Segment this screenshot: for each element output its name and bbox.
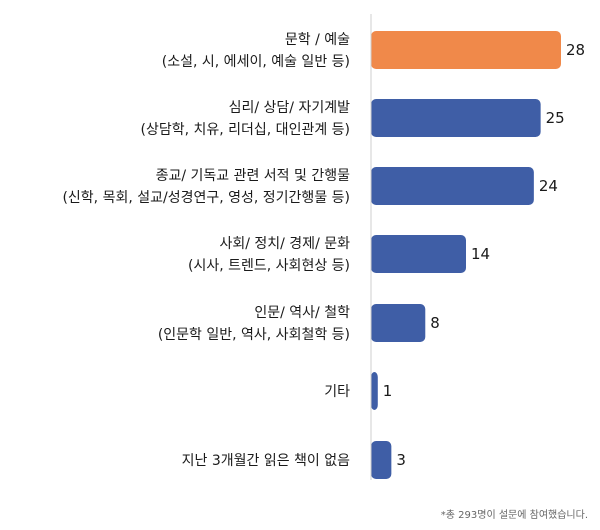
category-label-4-line-1: (인문학 일반, 역사, 사회철학 등): [158, 327, 350, 343]
category-label-1-line-1: (상담학, 치유, 리더십, 대인관계 등): [140, 122, 350, 138]
bar-4: [371, 304, 426, 342]
value-labels-group: 28 25 24 14 8 1 3: [383, 41, 585, 469]
bar-1: [371, 99, 541, 137]
category-labels-group: 문학 / 예술 (소설, 시, 에세이, 예술 일반 등) 심리/ 상담/ 자기계발…: [62, 32, 350, 469]
category-label-5-line-0: 기타: [324, 384, 350, 400]
category-label-2-line-1: (신학, 목회, 설교/성경연구, 영성, 정기간행물 등): [62, 190, 350, 206]
bar-3: [371, 235, 466, 273]
bar-2: [371, 167, 534, 205]
bars-group: [371, 31, 561, 479]
category-label-3-line-0: 사회/ 정치/ 경제/ 문화: [219, 236, 350, 252]
footnote: *총 293명이 설문에 참여했습니다.: [441, 508, 588, 521]
value-label-0: 28: [566, 41, 585, 59]
value-label-4: 8: [430, 314, 440, 332]
value-label-5: 1: [383, 382, 393, 400]
category-label-0-line-0: 문학 / 예술: [285, 32, 350, 48]
category-label-1-line-0: 심리/ 상담/ 자기계발: [229, 100, 350, 116]
category-label-2-line-0: 종교/ 기독교 관련 서적 및 간행물: [156, 168, 351, 184]
category-label-6-line-0: 지난 3개월간 읽은 책이 없음: [182, 453, 351, 469]
bar-5: [371, 372, 378, 410]
value-label-2: 24: [539, 177, 558, 195]
value-label-3: 14: [471, 245, 490, 263]
bar-6: [371, 441, 392, 479]
category-label-3-line-1: (시사, 트렌드, 사회현상 등): [188, 258, 350, 274]
value-label-6: 3: [396, 451, 406, 469]
bar-0: [371, 31, 561, 69]
value-label-1: 25: [546, 109, 565, 127]
category-label-0-line-1: (소설, 시, 에세이, 예술 일반 등): [162, 54, 350, 70]
category-label-4-line-0: 인문/ 역사/ 철학: [254, 305, 350, 321]
